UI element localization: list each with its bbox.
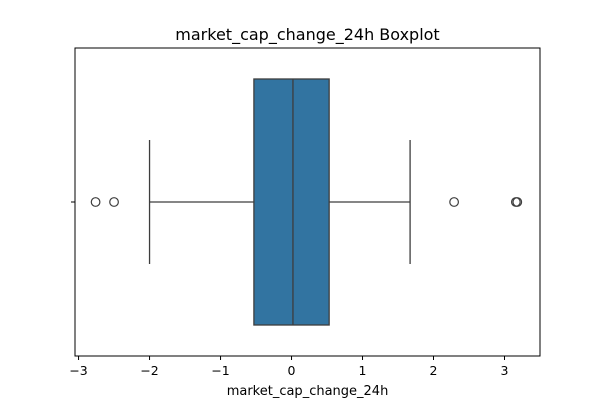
x-tick-label-1: −2 [140, 363, 158, 378]
outlier-point-2 [449, 197, 459, 207]
x-tick-label-0: −3 [69, 363, 87, 378]
x-tick-label-4: 1 [359, 363, 367, 378]
box-iqr [253, 78, 330, 326]
chart-title: market_cap_change_24h Boxplot [175, 25, 439, 45]
x-tick-label-3: 0 [288, 363, 296, 378]
x-tick-label-2: −1 [211, 363, 229, 378]
box-group [148, 78, 411, 326]
outlier-point-4 [512, 197, 523, 207]
x-tick-label-5: 2 [430, 363, 438, 378]
x-axis: −3 −2 −1 0 1 2 3 [69, 201, 509, 378]
x-tick-label-6: 3 [501, 363, 509, 378]
outlier-point-0 [90, 197, 101, 207]
outliers-group [90, 197, 523, 207]
outlier-point-1 [109, 197, 119, 207]
x-axis-label: market_cap_change_24h [227, 384, 389, 399]
